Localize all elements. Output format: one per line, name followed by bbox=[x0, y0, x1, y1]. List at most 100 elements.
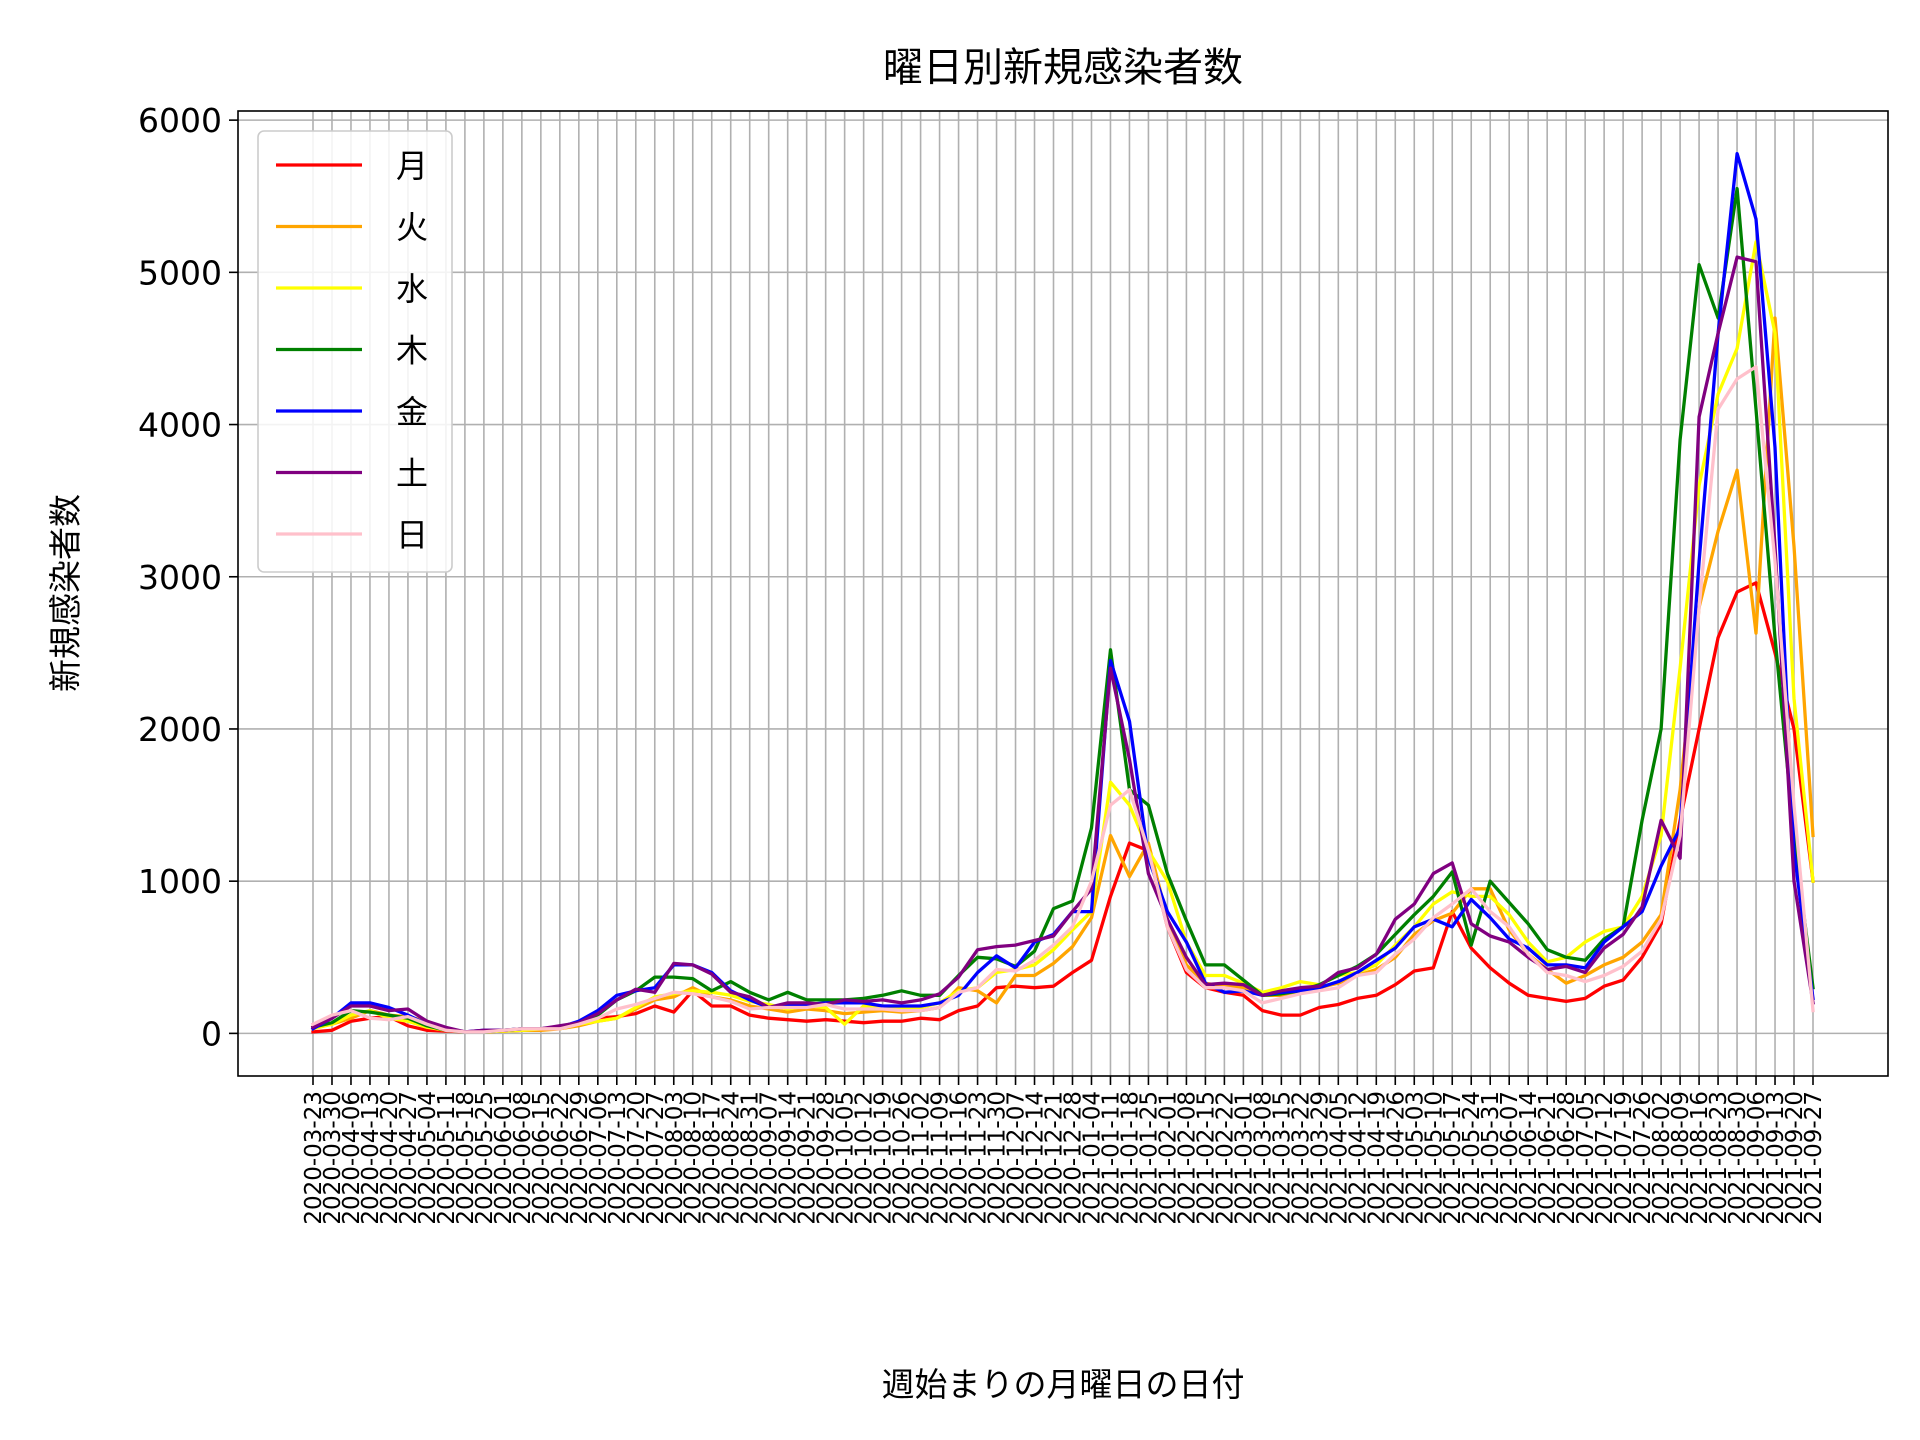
x-tick-label: 2020-08-10 bbox=[681, 1091, 707, 1225]
x-tick-label: 2020-09-07 bbox=[757, 1091, 783, 1225]
x-tick-label: 2021-04-19 bbox=[1364, 1091, 1390, 1225]
x-tick-label: 2021-09-13 bbox=[1763, 1091, 1789, 1225]
y-tick-label: 5000 bbox=[138, 253, 222, 292]
x-tick-label: 2020-06-22 bbox=[548, 1091, 574, 1225]
legend-label-5: 金 bbox=[396, 393, 428, 431]
x-tick-label: 2021-02-08 bbox=[1174, 1091, 1200, 1225]
x-tick-label: 2020-07-06 bbox=[586, 1091, 612, 1225]
x-tick-label: 2020-07-27 bbox=[643, 1091, 669, 1225]
x-tick-label: 2020-04-27 bbox=[396, 1091, 422, 1225]
y-axis: 0 1000 2000 3000 4000 5000 6000 bbox=[138, 101, 238, 1053]
x-tick-label: 2021-07-12 bbox=[1592, 1091, 1618, 1225]
x-tick-label: 2020-03-30 bbox=[320, 1091, 346, 1225]
x-tick-label: 2020-09-14 bbox=[776, 1091, 802, 1225]
x-tick-label: 2021-07-05 bbox=[1573, 1091, 1599, 1225]
x-tick-label: 2021-07-26 bbox=[1630, 1091, 1656, 1225]
x-tick-label: 2021-01-11 bbox=[1098, 1091, 1124, 1225]
x-tick-label: 2020-09-28 bbox=[814, 1091, 840, 1225]
y-tick-label: 4000 bbox=[138, 406, 222, 445]
x-tick-label: 2020-05-18 bbox=[453, 1091, 479, 1225]
x-tick-label: 2020-06-15 bbox=[529, 1091, 555, 1225]
chart-title: 曜日別新規感染者数 bbox=[883, 45, 1243, 91]
x-tick-label: 2021-07-19 bbox=[1611, 1091, 1637, 1225]
x-tick-label: 2021-09-06 bbox=[1744, 1091, 1770, 1225]
x-tick-label: 2021-04-12 bbox=[1345, 1091, 1371, 1225]
x-tick-label: 2021-08-23 bbox=[1706, 1091, 1732, 1225]
x-tick-label: 2021-08-30 bbox=[1725, 1091, 1751, 1225]
x-tick-label: 2020-11-23 bbox=[966, 1091, 992, 1225]
x-tick-label: 2020-08-03 bbox=[662, 1091, 688, 1225]
y-tick-label: 1000 bbox=[138, 862, 222, 901]
x-tick-label: 2020-05-04 bbox=[415, 1091, 441, 1225]
series-line-7 bbox=[310, 365, 1815, 1034]
legend-label-6: 土 bbox=[396, 455, 428, 493]
x-tick-label: 2020-12-07 bbox=[1004, 1091, 1030, 1225]
x-tick-label: 2021-02-15 bbox=[1193, 1091, 1219, 1225]
x-tick-label: 2020-11-16 bbox=[947, 1091, 973, 1225]
x-tick-label: 2021-05-31 bbox=[1478, 1091, 1504, 1225]
x-tick-label: 2020-07-20 bbox=[624, 1091, 650, 1225]
x-tick-label: 2020-11-30 bbox=[985, 1091, 1011, 1225]
x-tick-label: 2021-05-24 bbox=[1459, 1091, 1485, 1225]
y-tick-label: 6000 bbox=[138, 101, 222, 140]
x-tick-label: 2020-10-12 bbox=[852, 1091, 878, 1225]
x-tick-label: 2020-04-06 bbox=[339, 1091, 365, 1225]
x-tick-label: 2021-08-09 bbox=[1668, 1091, 1694, 1225]
x-tick-label: 2020-11-09 bbox=[928, 1091, 954, 1225]
plot-area-frame bbox=[237, 110, 1889, 1077]
y-tick-label: 3000 bbox=[138, 558, 222, 597]
x-tick-label: 2021-09-27 bbox=[1801, 1091, 1827, 1225]
x-tick-label: 2021-01-18 bbox=[1117, 1091, 1143, 1225]
x-tick-label: 2021-06-21 bbox=[1535, 1091, 1561, 1225]
x-tick-label: 2020-08-31 bbox=[738, 1091, 764, 1225]
x-tick-label: 2020-09-21 bbox=[795, 1091, 821, 1225]
x-tick-label: 2021-01-04 bbox=[1079, 1091, 1105, 1225]
legend-label-3: 水 bbox=[396, 270, 428, 308]
x-tick-label: 2021-06-28 bbox=[1554, 1091, 1580, 1225]
x-tick-label: 2021-05-03 bbox=[1402, 1091, 1428, 1225]
y-tick-label: 0 bbox=[201, 1014, 222, 1053]
x-tick-label: 2021-01-25 bbox=[1136, 1091, 1162, 1225]
x-tick-label: 2021-02-22 bbox=[1212, 1091, 1238, 1225]
legend-box bbox=[257, 130, 453, 573]
x-tick-label: 2021-05-17 bbox=[1440, 1091, 1466, 1225]
x-tick-label: 2021-03-22 bbox=[1288, 1091, 1314, 1225]
x-tick-label: 2021-03-08 bbox=[1250, 1091, 1276, 1225]
x-tick-label: 2021-04-05 bbox=[1326, 1091, 1352, 1225]
legend-label-1: 月 bbox=[396, 147, 428, 185]
x-tick-label: 2020-10-26 bbox=[890, 1091, 916, 1225]
x-tick-label: 2020-10-05 bbox=[833, 1091, 859, 1225]
x-tick-label: 2021-08-02 bbox=[1649, 1091, 1675, 1225]
x-tick-label: 2020-12-14 bbox=[1023, 1091, 1049, 1225]
x-tick-label: 2021-04-26 bbox=[1383, 1091, 1409, 1225]
legend-label-7: 日 bbox=[396, 516, 428, 554]
x-tick-label: 2021-09-20 bbox=[1782, 1091, 1808, 1225]
x-tick-label: 2020-08-17 bbox=[700, 1091, 726, 1225]
series-lines bbox=[310, 151, 1815, 1034]
x-tick-label: 2020-12-28 bbox=[1060, 1091, 1086, 1225]
x-tick-label: 2021-03-01 bbox=[1231, 1091, 1257, 1225]
x-tick-label: 2020-04-20 bbox=[377, 1091, 403, 1225]
x-axis: 2020-03-232020-03-302020-04-062020-04-13… bbox=[301, 1076, 1827, 1225]
x-tick-label: 2021-02-01 bbox=[1155, 1091, 1181, 1225]
x-tick-label: 2020-12-21 bbox=[1042, 1091, 1068, 1225]
x-tick-label: 2020-05-25 bbox=[472, 1091, 498, 1225]
x-tick-label: 2020-08-24 bbox=[719, 1091, 745, 1225]
x-tick-label: 2020-10-19 bbox=[871, 1091, 897, 1225]
legend-label-4: 木 bbox=[396, 332, 428, 370]
x-tick-label: 2021-03-29 bbox=[1307, 1091, 1333, 1225]
x-tick-label: 2020-11-02 bbox=[909, 1091, 935, 1225]
legend-label-2: 火 bbox=[396, 209, 428, 247]
x-tick-label: 2020-03-23 bbox=[301, 1091, 327, 1225]
series-line-6 bbox=[310, 255, 1815, 1034]
y-tick-label: 2000 bbox=[138, 710, 222, 749]
x-tick-label: 2020-06-08 bbox=[510, 1091, 536, 1225]
y-axis-label: 新規感染者数 bbox=[46, 494, 85, 692]
x-tick-label: 2021-06-14 bbox=[1516, 1091, 1542, 1225]
x-tick-label: 2021-05-10 bbox=[1421, 1091, 1447, 1225]
x-tick-label: 2020-05-11 bbox=[434, 1091, 460, 1225]
x-tick-label: 2021-03-15 bbox=[1269, 1091, 1295, 1225]
x-tick-label: 2020-06-01 bbox=[491, 1091, 517, 1225]
